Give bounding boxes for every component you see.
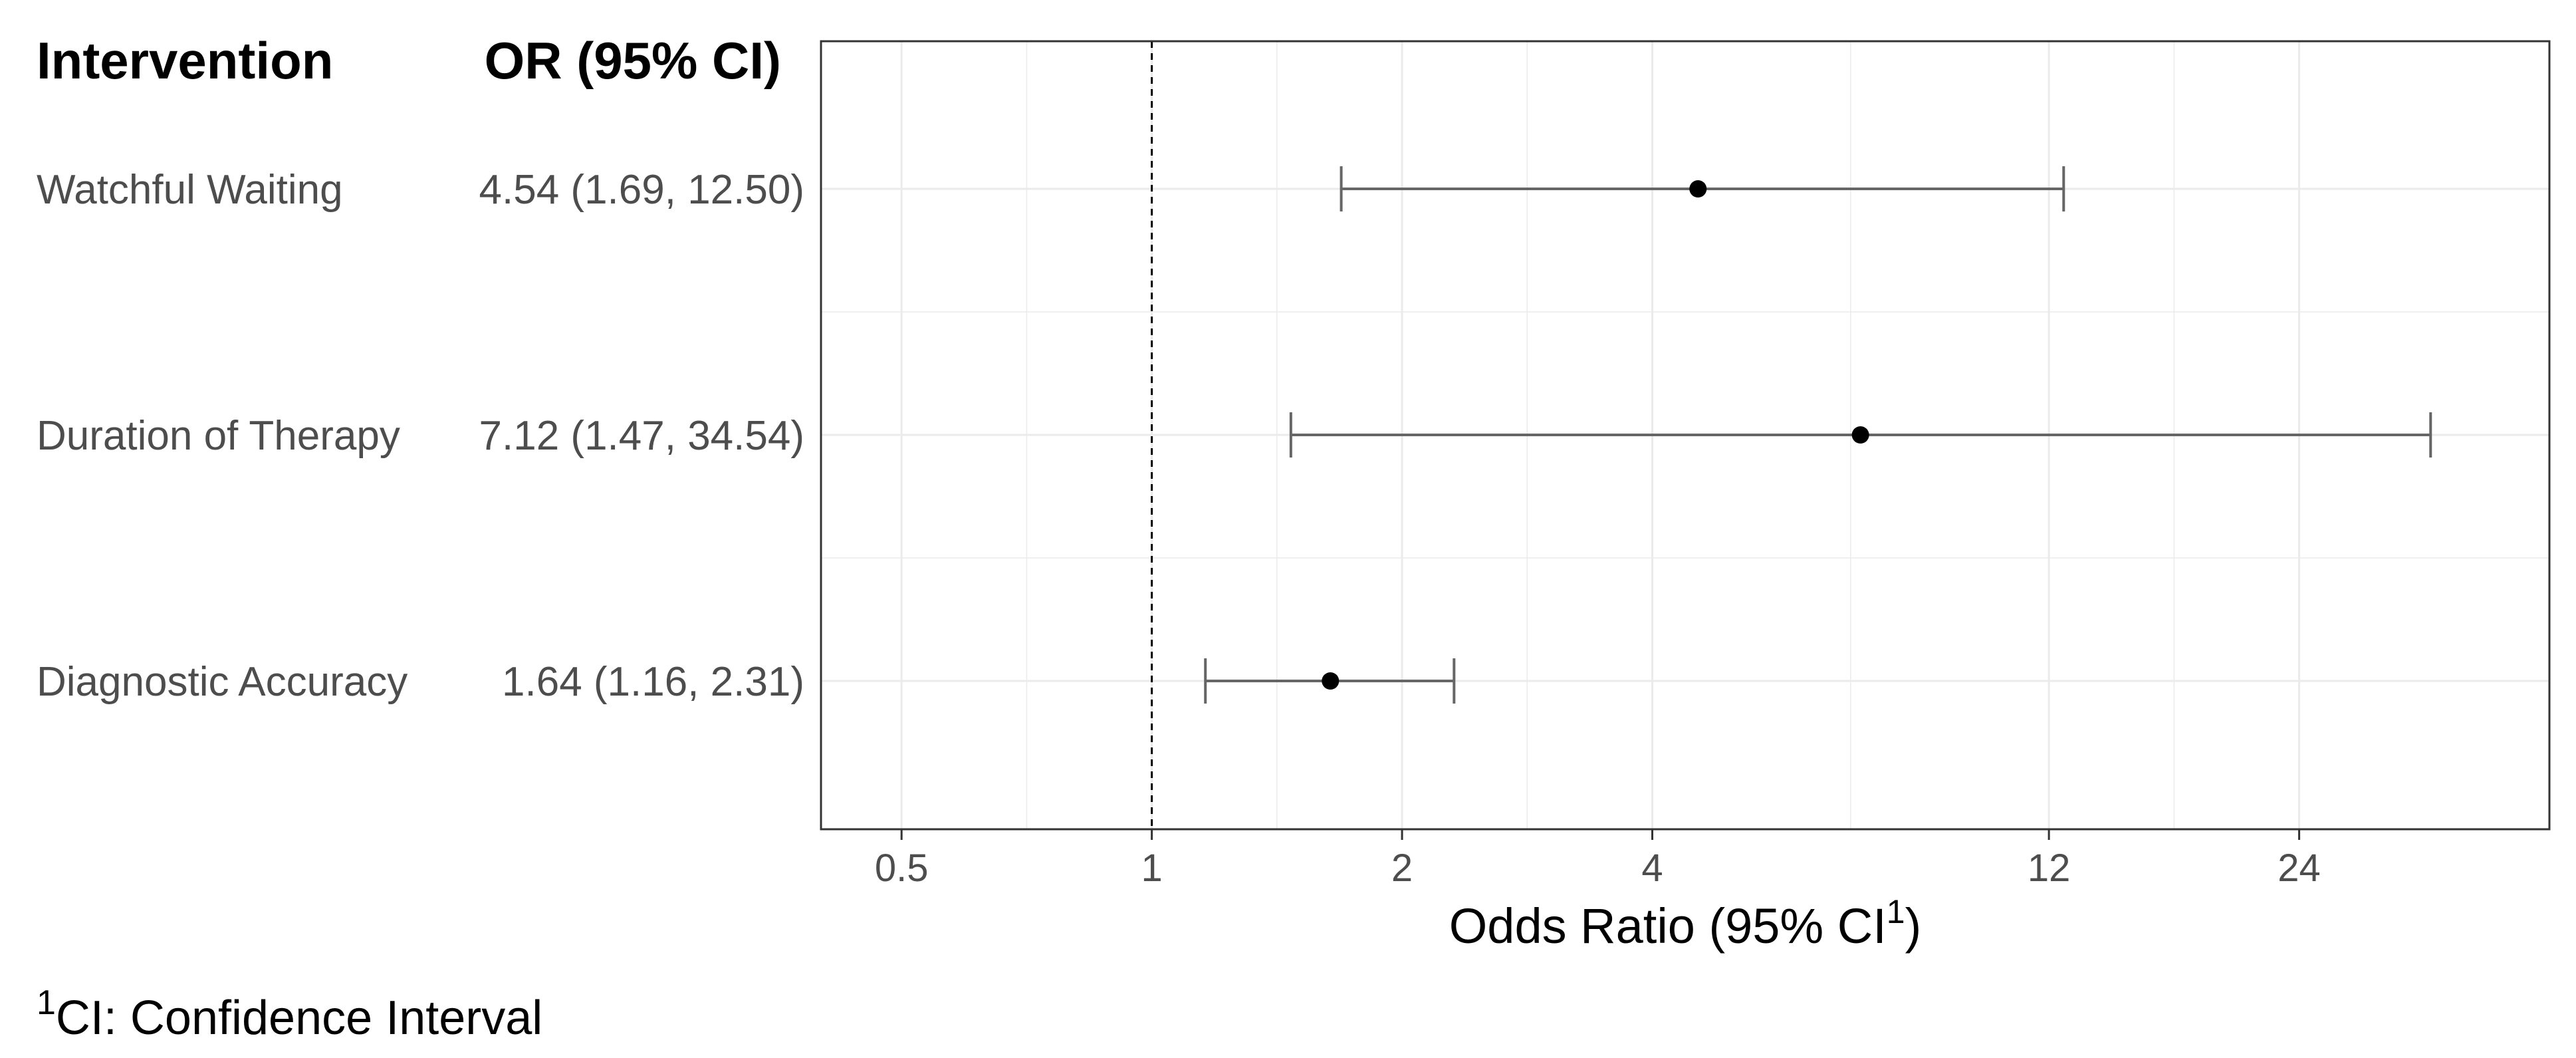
row-labels: Watchful Waiting 4.54 (1.69, 12.50) Durati… xyxy=(37,167,804,705)
x-tick-label: 1 xyxy=(1141,847,1162,890)
or-header: OR (95% CI) xyxy=(485,31,781,90)
x-axis-title-close: ) xyxy=(1905,898,1922,954)
x-axis-title-superscript: 1 xyxy=(1887,893,1905,930)
intervention-label: Diagnostic Accuracy xyxy=(37,659,408,705)
x-tick-label: 4 xyxy=(1641,847,1663,890)
footnote-text: CI: Confidence Interval xyxy=(56,992,542,1045)
or-point xyxy=(1322,672,1340,690)
forest-marks xyxy=(1204,166,2432,704)
intervention-header: Intervention xyxy=(37,31,333,90)
or-value-label: 4.54 (1.69, 12.50) xyxy=(479,167,804,213)
panel-border xyxy=(820,40,2551,831)
x-axis-title-main: Odds Ratio (95% CI xyxy=(1449,898,1887,954)
or-point xyxy=(1851,426,1869,444)
footnote: 1CI: Confidence Interval xyxy=(37,984,542,1045)
x-axis-title: Odds Ratio (95% CI1) xyxy=(1449,893,1922,954)
forest-row-marks xyxy=(1289,412,2432,458)
or-value-label: 7.12 (1.47, 34.54) xyxy=(479,413,804,459)
x-tick-label: 0.5 xyxy=(875,847,929,890)
footnote-superscript: 1 xyxy=(37,984,56,1022)
or-point xyxy=(1689,180,1707,198)
or-value-label: 1.64 (1.16, 2.31) xyxy=(502,659,804,705)
intervention-label: Watchful Waiting xyxy=(37,167,343,213)
forest-row-marks xyxy=(1340,166,2065,211)
x-tick-label: 24 xyxy=(2278,847,2321,890)
x-axis-ticks: 0.5 1 2 4 12 24 xyxy=(875,829,2321,890)
forest-row-marks xyxy=(1204,658,1456,704)
x-tick-label: 12 xyxy=(2028,847,2071,890)
x-tick-label: 2 xyxy=(1391,847,1413,890)
intervention-label: Duration of Therapy xyxy=(37,413,400,459)
plot-panel xyxy=(820,40,2551,831)
